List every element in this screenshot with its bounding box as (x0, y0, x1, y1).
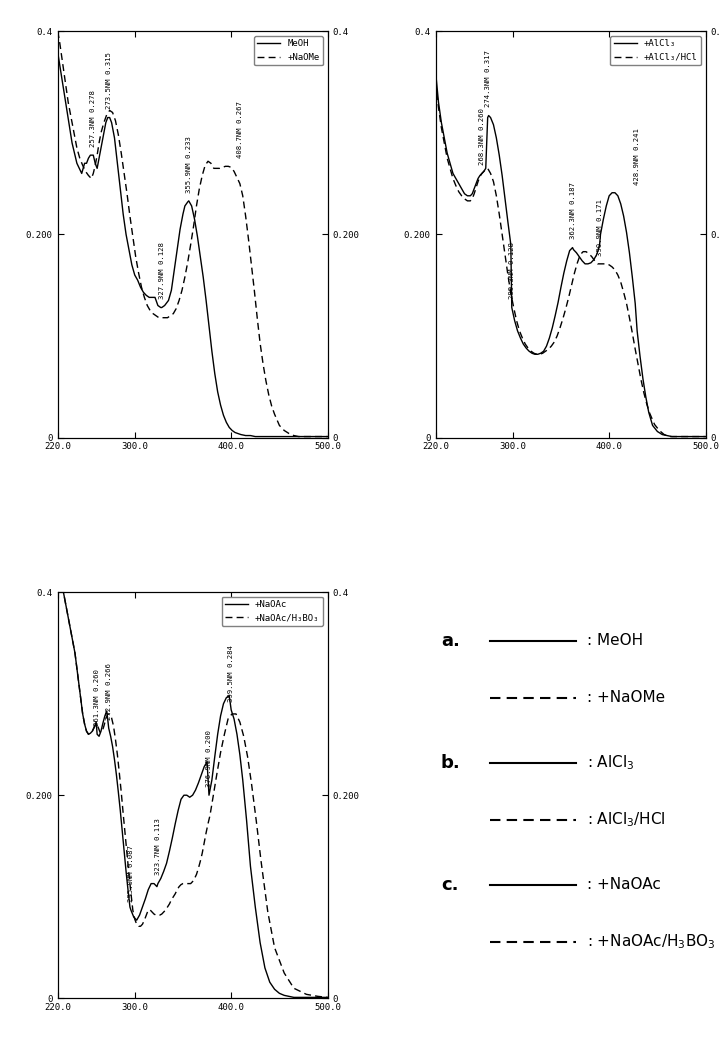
Text: 390.9NM 0.171: 390.9NM 0.171 (598, 199, 603, 256)
Text: c.: c. (441, 876, 459, 893)
Text: 376.9NM 0.200: 376.9NM 0.200 (206, 730, 212, 787)
Text: 408.7NM 0.267: 408.7NM 0.267 (237, 101, 243, 158)
Text: 274.3NM 0.317: 274.3NM 0.317 (485, 51, 491, 107)
Legend: +NaOAc, +NaOAc/H₃BO₃: +NaOAc, +NaOAc/H₃BO₃ (222, 597, 323, 626)
Text: 295.9NM 0.087: 295.9NM 0.087 (127, 846, 134, 902)
Legend: MeOH, +NaOMe: MeOH, +NaOMe (254, 35, 323, 66)
Text: 257.3NM 0.278: 257.3NM 0.278 (90, 90, 96, 147)
Text: 272.9NM 0.266: 272.9NM 0.266 (106, 664, 112, 720)
Text: 268.3NM 0.260: 268.3NM 0.260 (479, 108, 485, 165)
Text: 261.3NM 0.260: 261.3NM 0.260 (94, 670, 100, 726)
Text: 327.9NM 0.128: 327.9NM 0.128 (158, 242, 165, 300)
Text: : +NaOMe: : +NaOMe (587, 691, 665, 705)
Text: 399.5NM 0.284: 399.5NM 0.284 (228, 645, 234, 702)
Text: 362.3NM 0.187: 362.3NM 0.187 (570, 183, 576, 239)
Legend: +AlCl₃, +AlCl₃/HCl: +AlCl₃, +AlCl₃/HCl (611, 35, 701, 66)
Text: : AlCl$_3$/HCl: : AlCl$_3$/HCl (587, 810, 665, 829)
Text: a.: a. (441, 631, 460, 650)
Text: : MeOH: : MeOH (587, 633, 643, 648)
Text: : AlCl$_3$: : AlCl$_3$ (587, 753, 634, 772)
Text: 273.5NM 0.315: 273.5NM 0.315 (106, 53, 112, 109)
Text: : +NaOAc/H$_3$BO$_3$: : +NaOAc/H$_3$BO$_3$ (587, 932, 716, 951)
Text: b.: b. (441, 754, 461, 772)
Text: 355.9NM 0.233: 355.9NM 0.233 (186, 136, 192, 192)
Text: 299.3NM 0.128: 299.3NM 0.128 (509, 242, 515, 300)
Text: : +NaOAc: : +NaOAc (587, 877, 661, 892)
Text: 428.9NM 0.241: 428.9NM 0.241 (634, 128, 640, 185)
Text: 323.7NM 0.113: 323.7NM 0.113 (155, 818, 161, 876)
